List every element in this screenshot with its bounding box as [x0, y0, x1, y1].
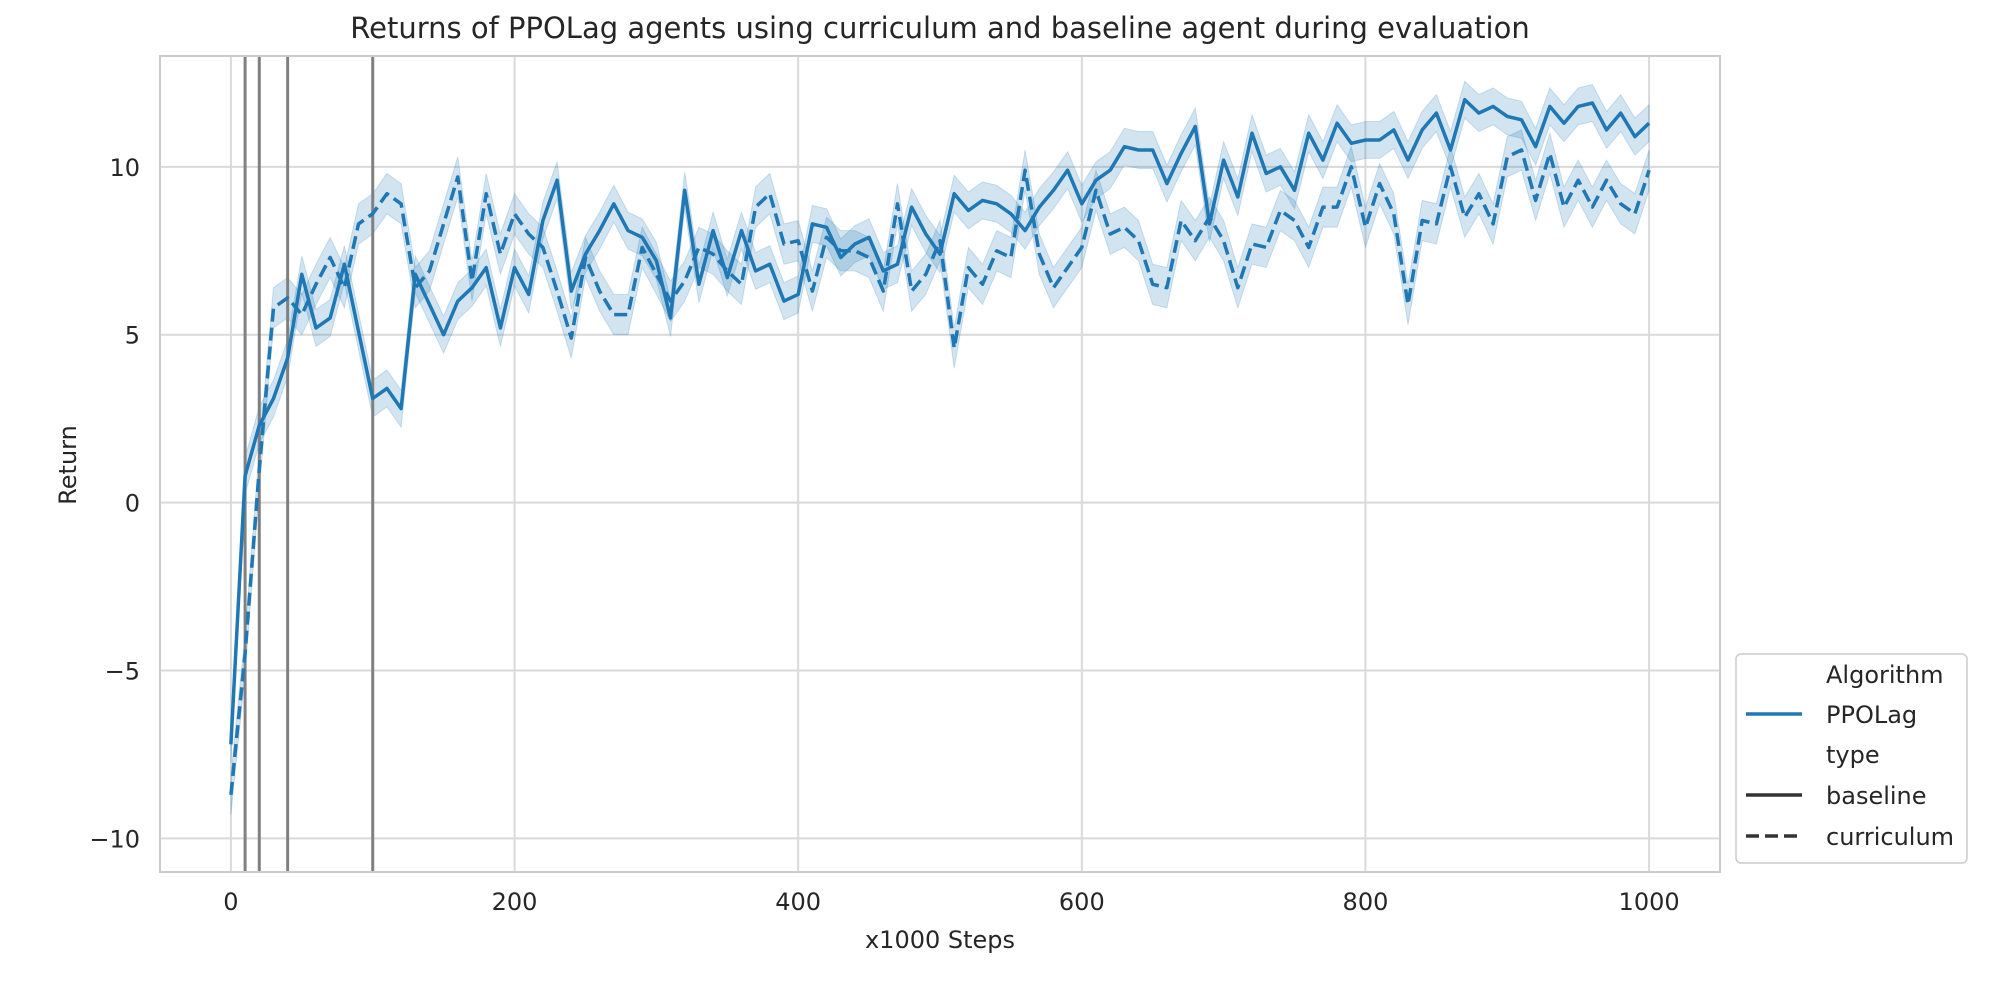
legend-heading-algorithm: Algorithm [1826, 661, 1944, 689]
x-tick-label: 1000 [1619, 888, 1680, 916]
x-tick-label: 800 [1343, 888, 1389, 916]
legend: Algorithm PPOLag type baseline curriculu… [1735, 653, 1968, 864]
y-tick-label: −5 [105, 658, 140, 686]
x-tick-label: 200 [492, 888, 538, 916]
x-tick-labels: 0 200 400 600 800 1000 [223, 888, 1679, 916]
x-tick-label: 400 [775, 888, 821, 916]
plot-frame [159, 55, 1721, 873]
legend-label-baseline: baseline [1826, 782, 1927, 810]
legend-heading-type: type [1826, 741, 1880, 769]
legend-label-curriculum: curriculum [1826, 823, 1954, 851]
baseline-series-line [229, 97, 1651, 745]
y-tick-label: 0 [125, 490, 140, 518]
y-tick-label: 10 [109, 154, 140, 182]
curriculum-series-line [229, 148, 1651, 795]
grid [160, 56, 1720, 872]
chart-title: Returns of PPOLag agents using curriculu… [350, 11, 1529, 45]
y-tick-label: −10 [89, 825, 140, 853]
x-tick-label: 0 [223, 888, 238, 916]
plot-background [160, 56, 1720, 872]
x-tick-label: 600 [1059, 888, 1105, 916]
y-axis-label: Return [54, 425, 82, 505]
y-tick-labels: −10 −5 0 5 10 [89, 154, 140, 854]
series-lines [229, 97, 1651, 795]
legend-label-ppolag: PPOLag [1826, 701, 1917, 729]
x-axis-label: x1000 Steps [865, 926, 1015, 954]
legend-box [1735, 653, 1968, 864]
y-tick-label: 5 [125, 322, 140, 350]
